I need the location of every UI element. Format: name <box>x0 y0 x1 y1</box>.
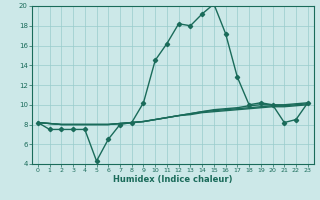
X-axis label: Humidex (Indice chaleur): Humidex (Indice chaleur) <box>113 175 233 184</box>
